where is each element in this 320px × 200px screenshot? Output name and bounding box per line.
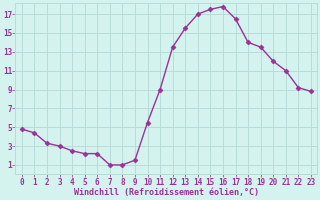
X-axis label: Windchill (Refroidissement éolien,°C): Windchill (Refroidissement éolien,°C) (74, 188, 259, 197)
